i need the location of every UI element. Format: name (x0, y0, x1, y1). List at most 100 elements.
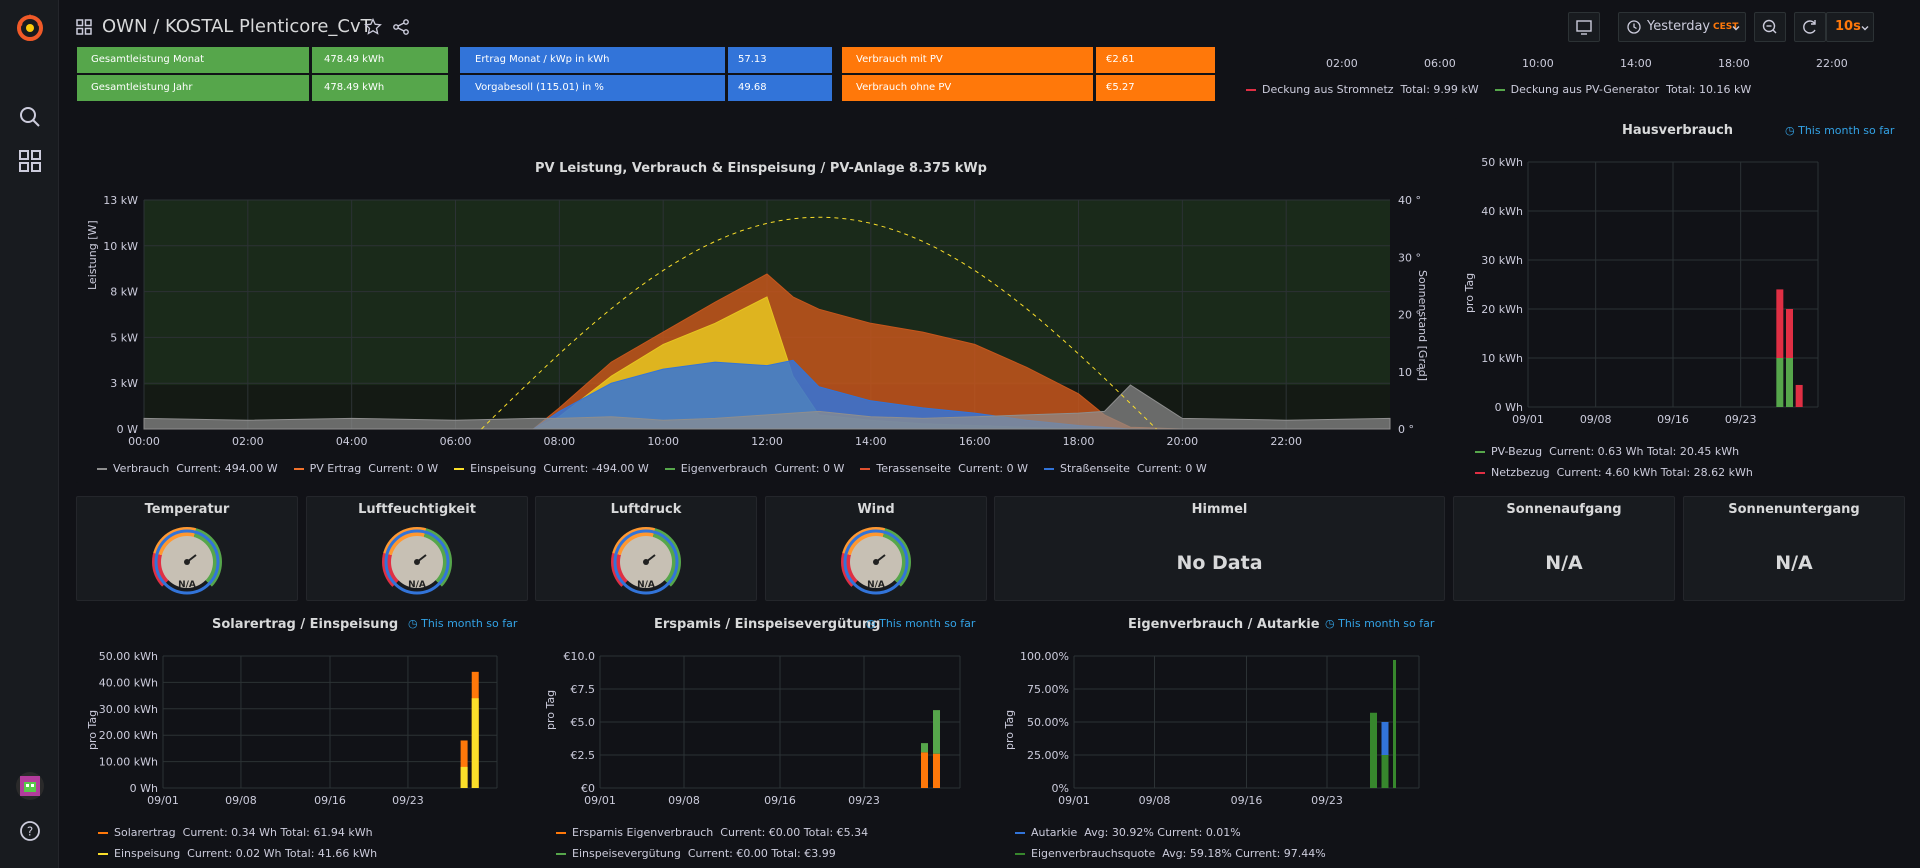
tv-mode-button[interactable] (1568, 12, 1600, 42)
search-icon[interactable] (18, 105, 42, 129)
x-tick-label: 09/16 (764, 794, 796, 807)
time-info: ◷ This month so far (1325, 617, 1435, 630)
ersparnis-legend: Ersparnis Eigenverbrauch Current: €0.00 … (556, 822, 868, 864)
bar-verguetung (933, 710, 940, 754)
legend-name: PV-Bezug (1491, 445, 1543, 458)
x-tick-label: 09/08 (1139, 794, 1171, 807)
stat-value: €2.61 (1106, 54, 1135, 65)
y-axis-label-left: Leistung [W] (86, 220, 99, 290)
x-tick-label: 04:00 (336, 435, 368, 448)
legend-item[interactable]: PV Ertrag Current: 0 W (293, 462, 438, 475)
legend-item[interactable]: Einspeisung Current: -494.00 W (454, 462, 649, 475)
dashboards-icon[interactable] (19, 150, 41, 172)
time-info-label: This month so far (1798, 124, 1895, 137)
panel-title-ersparnis[interactable]: Erspamis / Einspeisevergütung (654, 617, 881, 632)
refresh-button[interactable] (1794, 12, 1826, 42)
legend-item[interactable]: Autarkie Avg: 30.92% Current: 0.01% (1015, 822, 1326, 843)
y-tick-label: 50.00% (1027, 716, 1069, 729)
main-power-chart[interactable]: 00:00 02:00 04:00 06:00 08:00 10:00 12:00 14:00… (76, 180, 1446, 450)
legend-item[interactable]: Eigenverbrauchsquote Avg: 59.18% Current… (1015, 843, 1326, 864)
legend-item[interactable]: Deckung aus PV-Generator Total: 10.16 kW (1494, 83, 1752, 96)
share-icon[interactable] (392, 18, 410, 36)
stat-gesamtleistung-monat-value: 478.49 kWh (312, 47, 448, 73)
panel-title[interactable]: Luftfeuchtigkeit (358, 502, 476, 517)
y2-tick-label: 0 ° (1398, 423, 1414, 436)
ersparnis-chart[interactable]: €10.0 €7.5 €5.0 €2.5 €009/01 09/08 09/16 09/23 (535, 640, 975, 815)
y-tick-label: €10.0 (564, 650, 596, 663)
star-icon[interactable] (364, 17, 382, 36)
y-tick-label: 75.00% (1027, 683, 1069, 696)
x-tick-label: 09/01 (1512, 413, 1544, 426)
legend-item[interactable]: Straßenseite Current: 0 W (1043, 462, 1207, 475)
y2-tick-label: 30 ° (1398, 251, 1421, 264)
gauge-value: N/A (408, 580, 426, 590)
legend-item[interactable]: Ersparnis Eigenverbrauch Current: €0.00 … (556, 822, 868, 843)
y-tick-label: 13 kW (103, 194, 138, 207)
stat-verbrauch-ohne-pv-value: €5.27 (1096, 75, 1215, 101)
gauge-icon (611, 527, 681, 597)
panel-title[interactable]: PV Leistung, Verbrauch & Einspeisung / P… (534, 161, 987, 176)
time-picker-button[interactable]: Yesterday CEST (1618, 12, 1746, 42)
y-tick-label: 10 kW (103, 240, 138, 253)
bar-verguetung (921, 743, 928, 753)
panel-title[interactable]: Luftdruck (610, 502, 682, 517)
help-icon[interactable]: ? (19, 820, 41, 842)
y-tick-label: 30 kWh (1481, 254, 1523, 267)
legend-item[interactable]: Eigenverbrauch Current: 0 W (664, 462, 844, 475)
panel-title[interactable]: Temperatur (144, 502, 230, 517)
legend-name: Deckung aus PV-Generator (1510, 83, 1660, 96)
x-tick-label: 16:00 (959, 435, 991, 448)
panel-title-solar[interactable]: Solarertrag / Einspeisung (212, 617, 399, 632)
legend-swatch (1043, 468, 1054, 470)
legend-name: Eigenverbrauch (680, 462, 768, 475)
panel-title[interactable]: Hausverbrauch (1622, 123, 1734, 138)
solar-chart[interactable]: 50.00 kWh 40.00 kWh 30.00 kWh 20.00 kWh 10.0… (76, 640, 516, 815)
legend-stat: Current: 0.63 Wh Total: 20.45 kWh (1549, 445, 1740, 458)
zoom-out-button[interactable] (1754, 12, 1786, 42)
stat-value: 49.68 (738, 82, 767, 93)
legend-item[interactable]: Solarertrag Current: 0.34 Wh Total: 61.9… (98, 822, 377, 843)
time-info-label: This month so far (879, 617, 976, 630)
panel-title[interactable]: Himmel (1191, 502, 1248, 517)
sidebar: ? (0, 0, 59, 868)
stat-gesamtleistung-monat-label: Gesamtleistung Monat (77, 47, 309, 73)
panel-title[interactable]: Sonnenaufgang (1506, 502, 1622, 517)
bar-ersparnis (933, 753, 940, 788)
refresh-interval-picker[interactable]: 10s (1826, 12, 1874, 42)
legend-item[interactable]: Verbrauch Current: 494.00 W (97, 462, 278, 475)
grafana-logo-icon[interactable] (14, 12, 46, 44)
stat-verbrauch-ohne-pv-label: Verbrauch ohne PV (842, 75, 1093, 101)
stat-value: N/A (1775, 552, 1813, 574)
legend-name: Verbrauch (113, 462, 170, 475)
stat-value: 478.49 kWh (324, 82, 385, 93)
bar-ersparnis (921, 752, 928, 788)
panel-title-eigen[interactable]: Eigenverbrauch / Autarkie (1128, 617, 1320, 632)
avatar[interactable] (16, 772, 44, 800)
legend-item[interactable]: PV-Bezug Current: 0.63 Wh Total: 20.45 k… (1475, 441, 1753, 462)
time-info-label: This month so far (1338, 617, 1435, 630)
series-area (143, 384, 1391, 430)
legend-item[interactable]: Einspeisevergütung Current: €0.00 Total:… (556, 843, 868, 864)
x-tick-label: 09/08 (225, 794, 257, 807)
legend-name: Autarkie (1031, 826, 1078, 839)
legend-name: PV Ertrag (309, 462, 362, 475)
bar-solarertrag (460, 740, 468, 788)
dashboard-title[interactable]: OWN / KOSTAL Plenticore_CvT (102, 16, 372, 37)
panel-title[interactable]: Sonnenuntergang (1728, 502, 1860, 517)
y-tick-label: 20.00 kWh (99, 729, 158, 742)
eigenverbrauch-chart[interactable]: 100.00% 75.00% 50.00% 25.00% 0%09/01 09/08 09/… (994, 640, 1434, 815)
legend-stat: Total: 10.16 kW (1666, 83, 1752, 96)
x-tick-label: 22:00 (1270, 435, 1302, 448)
legend-item[interactable]: Netzbezug Current: 4.60 kWh Total: 28.62… (1475, 462, 1753, 483)
time-info: ◷ This month so far (1785, 124, 1895, 137)
legend-item[interactable]: Deckung aus Stromnetz Total: 9.99 kW (1246, 83, 1479, 96)
legend-item[interactable]: Einspeisung Current: 0.02 Wh Total: 41.6… (98, 843, 377, 864)
gauge-value: N/A (178, 580, 196, 590)
stat-gesamtleistung-jahr-label: Gesamtleistung Jahr (77, 75, 309, 101)
panel-title[interactable]: Wind (857, 502, 895, 517)
gauge-icon (152, 527, 222, 597)
legend-name: Netzbezug (1491, 466, 1550, 479)
legend-item[interactable]: Terassenseite Current: 0 W (860, 462, 1028, 475)
legend-name: Solarertrag (114, 826, 176, 839)
